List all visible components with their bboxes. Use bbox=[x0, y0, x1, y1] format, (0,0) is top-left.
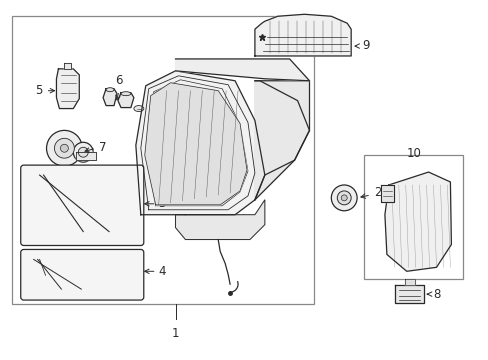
Polygon shape bbox=[64, 63, 71, 69]
Text: 2: 2 bbox=[373, 186, 381, 199]
Text: 1: 1 bbox=[171, 327, 179, 340]
Polygon shape bbox=[136, 71, 264, 215]
Polygon shape bbox=[404, 279, 414, 285]
Polygon shape bbox=[384, 172, 450, 271]
Circle shape bbox=[331, 185, 356, 211]
Polygon shape bbox=[118, 93, 134, 108]
Text: 9: 9 bbox=[361, 39, 369, 51]
Polygon shape bbox=[144, 83, 246, 205]
Polygon shape bbox=[76, 152, 96, 160]
Text: 5: 5 bbox=[35, 84, 42, 97]
FancyBboxPatch shape bbox=[20, 249, 143, 300]
Bar bbox=[364, 155, 462, 279]
Polygon shape bbox=[254, 14, 350, 56]
Polygon shape bbox=[394, 285, 423, 303]
Circle shape bbox=[46, 130, 82, 166]
Polygon shape bbox=[175, 200, 264, 239]
FancyBboxPatch shape bbox=[20, 165, 143, 246]
Polygon shape bbox=[380, 185, 393, 202]
Polygon shape bbox=[175, 59, 309, 81]
Circle shape bbox=[78, 147, 88, 157]
Circle shape bbox=[337, 191, 350, 205]
Text: 7: 7 bbox=[99, 141, 106, 154]
Text: 8: 8 bbox=[433, 288, 440, 301]
Circle shape bbox=[61, 144, 68, 152]
Ellipse shape bbox=[121, 92, 131, 96]
Circle shape bbox=[73, 142, 93, 162]
Text: 4: 4 bbox=[158, 265, 166, 278]
Text: 3: 3 bbox=[158, 197, 166, 210]
Circle shape bbox=[54, 138, 74, 158]
Polygon shape bbox=[254, 81, 309, 200]
Polygon shape bbox=[254, 81, 309, 200]
Text: 6: 6 bbox=[115, 74, 122, 87]
Circle shape bbox=[341, 195, 346, 201]
Ellipse shape bbox=[134, 105, 143, 112]
Ellipse shape bbox=[106, 88, 114, 92]
Polygon shape bbox=[56, 69, 79, 109]
Text: 10: 10 bbox=[406, 147, 420, 160]
Bar bbox=[12, 16, 314, 304]
Polygon shape bbox=[103, 89, 117, 105]
